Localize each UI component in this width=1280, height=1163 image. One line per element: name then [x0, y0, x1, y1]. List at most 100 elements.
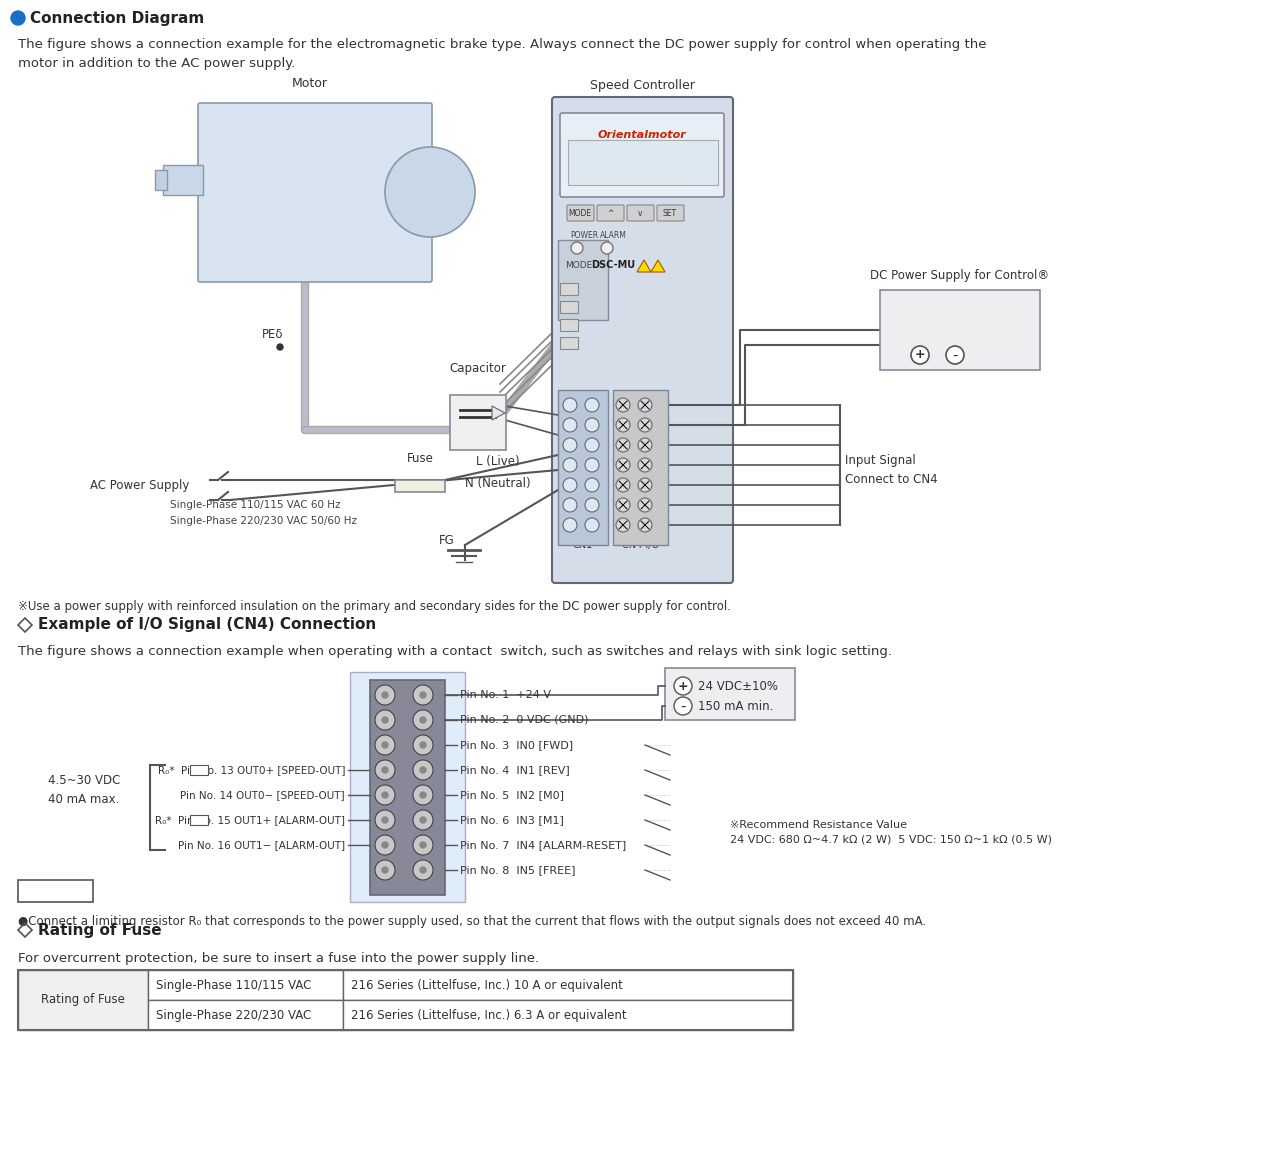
FancyBboxPatch shape	[561, 113, 724, 197]
Bar	[666, 668, 795, 720]
Circle shape	[563, 478, 577, 492]
Text: v: v	[637, 208, 643, 217]
Circle shape	[375, 709, 396, 730]
Circle shape	[413, 859, 433, 880]
Text: -: -	[680, 699, 686, 713]
Circle shape	[616, 458, 630, 472]
Text: Capacitor: Capacitor	[449, 362, 507, 374]
Circle shape	[637, 398, 652, 412]
Circle shape	[563, 438, 577, 452]
Text: Motor: Motor	[292, 77, 328, 90]
Text: Single-Phase 220/230 VAC: Single-Phase 220/230 VAC	[156, 1008, 311, 1021]
Bar	[561, 283, 579, 295]
Circle shape	[381, 692, 388, 698]
Circle shape	[616, 478, 630, 492]
Text: Pin No. 2  0 VDC (GND): Pin No. 2 0 VDC (GND)	[460, 715, 589, 725]
Circle shape	[420, 768, 426, 773]
FancyBboxPatch shape	[596, 205, 625, 221]
Text: POWER: POWER	[570, 230, 598, 240]
Circle shape	[637, 418, 652, 431]
Circle shape	[375, 809, 396, 830]
Bar	[155, 170, 166, 190]
Circle shape	[413, 685, 433, 705]
Circle shape	[420, 816, 426, 823]
Circle shape	[420, 692, 426, 698]
Text: DC Power Supply for Control®: DC Power Supply for Control®	[870, 269, 1050, 281]
Bar	[18, 970, 794, 1030]
Bar	[561, 337, 579, 349]
Bar	[568, 140, 718, 185]
Text: Pin No. 4  IN1 [REV]: Pin No. 4 IN1 [REV]	[460, 765, 570, 775]
Circle shape	[420, 842, 426, 848]
Circle shape	[585, 418, 599, 431]
Circle shape	[413, 759, 433, 780]
Circle shape	[585, 518, 599, 531]
Text: 216 Series (Littelfuse, Inc.) 6.3 A or equivalent: 216 Series (Littelfuse, Inc.) 6.3 A or e…	[351, 1008, 627, 1021]
Text: ALARM: ALARM	[600, 230, 627, 240]
Circle shape	[381, 842, 388, 848]
Bar	[370, 680, 445, 896]
Text: R₀*  Pin No. 13 OUT0+ [SPEED-OUT]: R₀* Pin No. 13 OUT0+ [SPEED-OUT]	[157, 765, 346, 775]
Circle shape	[413, 785, 433, 805]
Text: Note: Note	[22, 885, 55, 898]
Bar	[18, 970, 148, 1030]
Circle shape	[12, 10, 26, 24]
Text: Pin No. 7  IN4 [ALARM-RESET]: Pin No. 7 IN4 [ALARM-RESET]	[460, 840, 626, 850]
Circle shape	[563, 418, 577, 431]
Circle shape	[375, 785, 396, 805]
Text: Single-Phase 110/115 VAC: Single-Phase 110/115 VAC	[156, 978, 311, 992]
Polygon shape	[492, 406, 506, 420]
Circle shape	[563, 518, 577, 531]
Circle shape	[637, 478, 652, 492]
Circle shape	[420, 866, 426, 873]
Circle shape	[602, 242, 613, 254]
Circle shape	[381, 768, 388, 773]
Text: Orientalmotor: Orientalmotor	[598, 130, 686, 140]
Circle shape	[585, 398, 599, 412]
Text: Example of I/O Signal (CN4) Connection: Example of I/O Signal (CN4) Connection	[38, 618, 376, 633]
Text: 150 mA min.: 150 mA min.	[698, 699, 773, 713]
Circle shape	[420, 792, 426, 798]
Circle shape	[911, 347, 929, 364]
Polygon shape	[637, 261, 652, 272]
Circle shape	[413, 709, 433, 730]
Circle shape	[413, 809, 433, 830]
Text: AC Power Supply: AC Power Supply	[90, 478, 189, 492]
Circle shape	[637, 438, 652, 452]
Circle shape	[563, 498, 577, 512]
Text: SET: SET	[663, 208, 677, 217]
Text: Pin No. 6  IN3 [M1]: Pin No. 6 IN3 [M1]	[460, 815, 564, 825]
Bar	[163, 165, 204, 195]
Text: Pin No. 5  IN2 [M0]: Pin No. 5 IN2 [M0]	[460, 790, 564, 800]
Bar	[189, 765, 207, 775]
Text: Rating of Fuse: Rating of Fuse	[38, 922, 161, 937]
Bar	[881, 290, 1039, 370]
Text: PEδ: PEδ	[262, 328, 283, 342]
Circle shape	[563, 398, 577, 412]
Text: R₀*  Pin No. 15 OUT1+ [ALARM-OUT]: R₀* Pin No. 15 OUT1+ [ALARM-OUT]	[155, 815, 346, 825]
Circle shape	[616, 498, 630, 512]
Bar	[189, 815, 207, 825]
Circle shape	[675, 677, 692, 695]
Text: ※Use a power supply with reinforced insulation on the primary and secondary side: ※Use a power supply with reinforced insu…	[18, 600, 731, 613]
Text: Pin No. 8  IN5 [FREE]: Pin No. 8 IN5 [FREE]	[460, 865, 576, 875]
Text: Speed Controller: Speed Controller	[590, 79, 695, 92]
Circle shape	[585, 458, 599, 472]
Circle shape	[381, 866, 388, 873]
Bar	[558, 240, 608, 320]
Circle shape	[381, 816, 388, 823]
Bar	[343, 970, 794, 1000]
FancyBboxPatch shape	[567, 205, 594, 221]
FancyBboxPatch shape	[552, 97, 733, 583]
Text: Input Signal
Connect to CN4: Input Signal Connect to CN4	[845, 454, 938, 486]
Text: Pin No. 1  +24 V: Pin No. 1 +24 V	[460, 690, 550, 700]
Text: CN4 I/O: CN4 I/O	[622, 540, 659, 550]
Bar	[558, 390, 608, 545]
Circle shape	[375, 835, 396, 855]
Text: CN1: CN1	[573, 540, 593, 550]
Text: The figure shows a connection example for the electromagnetic brake type. Always: The figure shows a connection example fo…	[18, 38, 987, 70]
Circle shape	[420, 718, 426, 723]
Text: +: +	[677, 679, 689, 692]
Circle shape	[585, 498, 599, 512]
Circle shape	[637, 518, 652, 531]
